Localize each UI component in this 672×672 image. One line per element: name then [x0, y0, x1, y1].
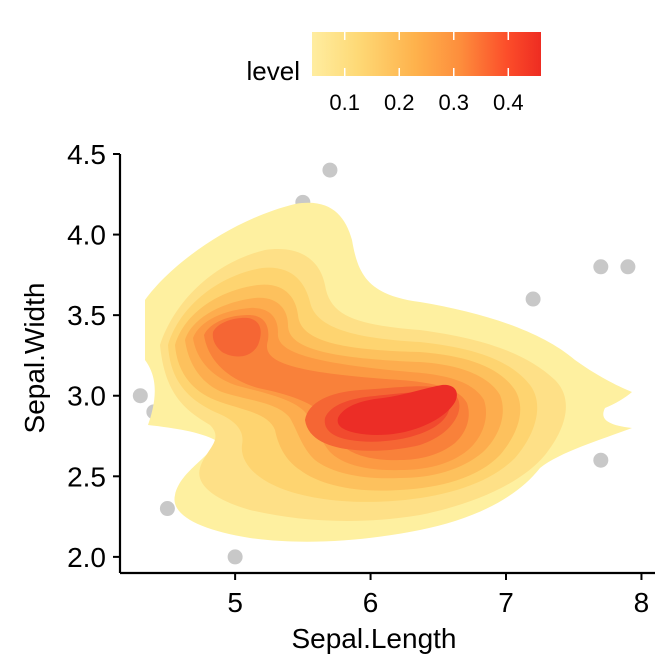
- data-point: [227, 549, 243, 565]
- x-axis-ticks: 5 6 7 8: [227, 573, 649, 618]
- x-tick-label: 5: [227, 587, 243, 618]
- data-point: [525, 291, 541, 307]
- y-tick-label: 4.5: [67, 139, 106, 170]
- y-tick-label: 3.5: [67, 300, 106, 331]
- data-point: [593, 259, 609, 275]
- x-tick-label: 8: [634, 587, 650, 618]
- data-point: [620, 259, 636, 275]
- data-point: [593, 452, 609, 468]
- legend: level 0.1 0.2 0.3 0.4: [247, 32, 541, 115]
- legend-colorbar: [312, 32, 541, 76]
- y-axis-ticks: 2.0 2.5 3.0 3.5 4.0 4.5: [67, 139, 120, 573]
- y-axis-label: Sepal.Width: [19, 283, 50, 434]
- legend-ticks: 0.1 0.2 0.3 0.4: [329, 32, 524, 115]
- x-tick-label: 6: [363, 587, 379, 618]
- legend-tick-label: 0.1: [329, 90, 360, 115]
- legend-title: level: [247, 56, 300, 86]
- data-point: [159, 501, 175, 517]
- x-tick-label: 7: [498, 587, 514, 618]
- data-point: [322, 162, 338, 178]
- y-tick-label: 3.0: [67, 381, 106, 412]
- legend-tick-label: 0.4: [493, 90, 524, 115]
- y-tick-label: 2.0: [67, 542, 106, 573]
- legend-tick-label: 0.2: [384, 90, 415, 115]
- data-point: [132, 388, 148, 404]
- density-contours: [145, 202, 632, 542]
- legend-tick-label: 0.3: [438, 90, 469, 115]
- y-tick-label: 2.5: [67, 461, 106, 492]
- density-level-10: [337, 384, 457, 435]
- y-tick-label: 4.0: [67, 220, 106, 251]
- x-axis-label: Sepal.Length: [291, 623, 456, 654]
